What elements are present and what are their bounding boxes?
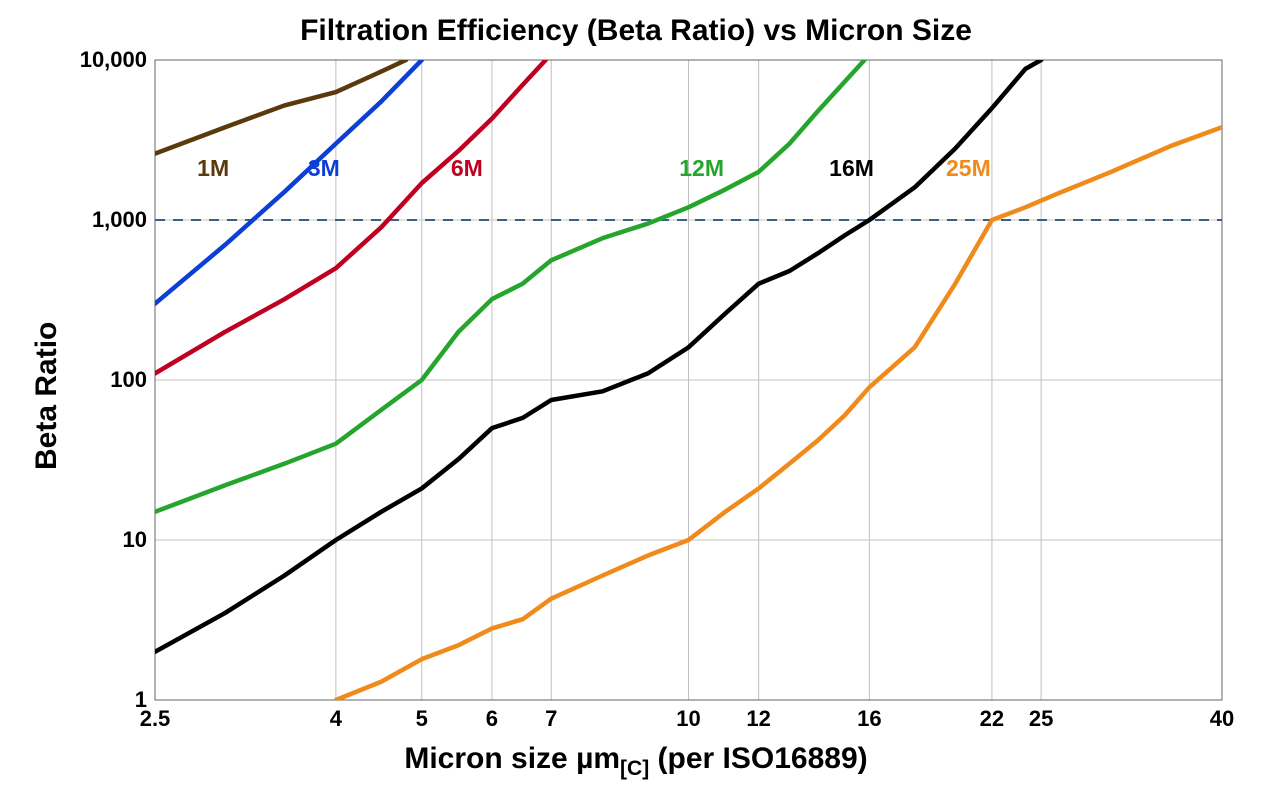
- series-label: 16M: [829, 155, 874, 182]
- x-tick-label: 40: [1197, 706, 1247, 732]
- x-tick-label: 22: [967, 706, 1017, 732]
- y-tick-label: 100: [110, 367, 147, 393]
- y-tick-label: 10: [123, 527, 147, 553]
- chart-svg: [0, 0, 1272, 790]
- y-tick-label: 1,000: [92, 207, 147, 233]
- series-label: 6M: [451, 155, 483, 182]
- x-tick-label: 16: [844, 706, 894, 732]
- x-tick-label: 25: [1016, 706, 1066, 732]
- x-tick-label: 7: [526, 706, 576, 732]
- series-label: 3M: [308, 155, 340, 182]
- chart-container: Filtration Efficiency (Beta Ratio) vs Mi…: [0, 0, 1272, 790]
- x-tick-label: 4: [311, 706, 361, 732]
- x-tick-label: 10: [664, 706, 714, 732]
- series-label: 1M: [197, 155, 229, 182]
- series-label: 25M: [946, 155, 991, 182]
- y-tick-label: 10,000: [80, 47, 147, 73]
- x-tick-label: 2.5: [130, 706, 180, 732]
- x-tick-label: 6: [467, 706, 517, 732]
- series-label: 12M: [679, 155, 724, 182]
- x-tick-label: 5: [397, 706, 447, 732]
- x-tick-label: 12: [734, 706, 784, 732]
